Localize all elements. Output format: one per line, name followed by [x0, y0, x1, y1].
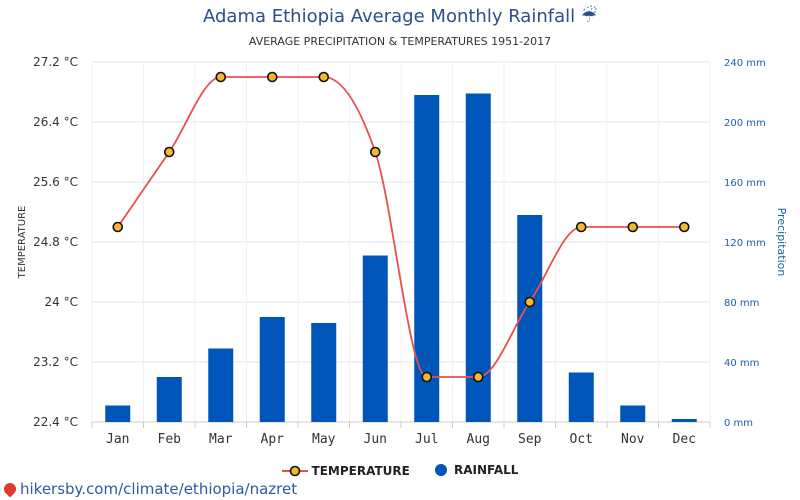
chart-title: Adama Ethiopia Average Monthly Rainfall … [0, 6, 800, 27]
rainfall-bar [671, 419, 697, 422]
source-link[interactable]: hikersby.com/climate/ethiopia/nazret [1, 480, 298, 498]
temperature-point [472, 371, 484, 383]
temperature-point [112, 221, 124, 233]
left-tick-label: 24 °C [45, 295, 78, 309]
right-tick-label: 120 mm [724, 238, 766, 249]
right-tick-label: 160 mm [724, 178, 766, 189]
temperature-point [524, 296, 536, 308]
left-axis-title: TEMPERATURE [17, 206, 28, 280]
temperature-point [318, 71, 330, 83]
x-tick-label: Aug [467, 432, 490, 447]
temperature-point [678, 221, 690, 233]
right-tick-label: 240 mm [724, 58, 766, 69]
legend-label-temperature: TEMPERATURE [311, 464, 410, 478]
chart-title-text: Adama Ethiopia Average Monthly Rainfall [203, 6, 576, 27]
right-tick-label: 40 mm [724, 358, 759, 369]
temperature-point [369, 146, 381, 158]
climate-chart: 22.4 °C 0 mm 23.2 °C 40 mm 24 °C 80 mm 24.8 °C… [17, 55, 788, 447]
right-tick-label: 200 mm [724, 118, 766, 129]
x-tick-label: Feb [158, 432, 182, 447]
temperature-point [215, 71, 227, 83]
left-tick-label: 25.6 °C [33, 175, 78, 189]
rainfall-bar [156, 377, 182, 422]
rainfall-bar [465, 93, 491, 422]
rainfall-bar [105, 405, 131, 422]
x-tick-label: Dec [673, 432, 696, 447]
temperature-point [575, 221, 587, 233]
right-axis-title: Precipitation [775, 208, 788, 277]
left-tick-label: 24.8 °C [33, 235, 78, 249]
x-tick-label: Jul [415, 432, 438, 447]
rainfall-bar [414, 95, 440, 422]
temperature-point [421, 371, 433, 383]
left-tick-label: 23.2 °C [33, 355, 78, 369]
right-tick-label: 0 mm [724, 418, 753, 429]
left-tick-label: 27.2 °C [33, 55, 78, 69]
legend-label-rainfall: RAINFALL [454, 463, 519, 477]
temperature-point [163, 146, 175, 158]
rainfall-legend-icon [435, 464, 448, 476]
rainfall-bar [568, 372, 594, 422]
chart-subtitle: AVERAGE PRECIPITATION & TEMPERATURES 195… [248, 35, 552, 48]
x-tick-label: Apr [261, 432, 285, 447]
legend-item-rainfall[interactable]: RAINFALL [434, 463, 518, 477]
x-tick-label: Jun [364, 432, 387, 447]
rainfall-bar [517, 215, 543, 422]
x-tick-label: Jan [106, 432, 129, 447]
temperature-point [266, 71, 278, 83]
left-tick-label: 22.4 °C [33, 415, 78, 429]
x-tick-label: May [312, 432, 336, 447]
x-tick-label: Nov [621, 432, 645, 447]
rainfall-bar [362, 255, 388, 422]
rainfall-bar [259, 317, 285, 422]
umbrella-icon: ☔ [580, 6, 597, 27]
rainfall-bar [311, 323, 337, 422]
x-tick-label: Oct [570, 432, 593, 447]
chart-legend: TEMPERATURE RAINFALL [0, 463, 800, 480]
left-tick-label: 26.4 °C [33, 115, 78, 129]
temperature-legend-icon [281, 465, 308, 477]
rainfall-bar [208, 348, 234, 422]
temperature-point [627, 221, 639, 233]
legend-item-temperature[interactable]: TEMPERATURE [281, 464, 410, 478]
map-pin-icon [1, 480, 19, 498]
x-tick-label: Sep [518, 432, 542, 447]
source-link-text: hikersby.com/climate/ethiopia/nazret [20, 480, 298, 498]
x-tick-label: Mar [209, 432, 233, 447]
right-tick-label: 80 mm [724, 298, 759, 309]
rainfall-bar [620, 405, 646, 422]
